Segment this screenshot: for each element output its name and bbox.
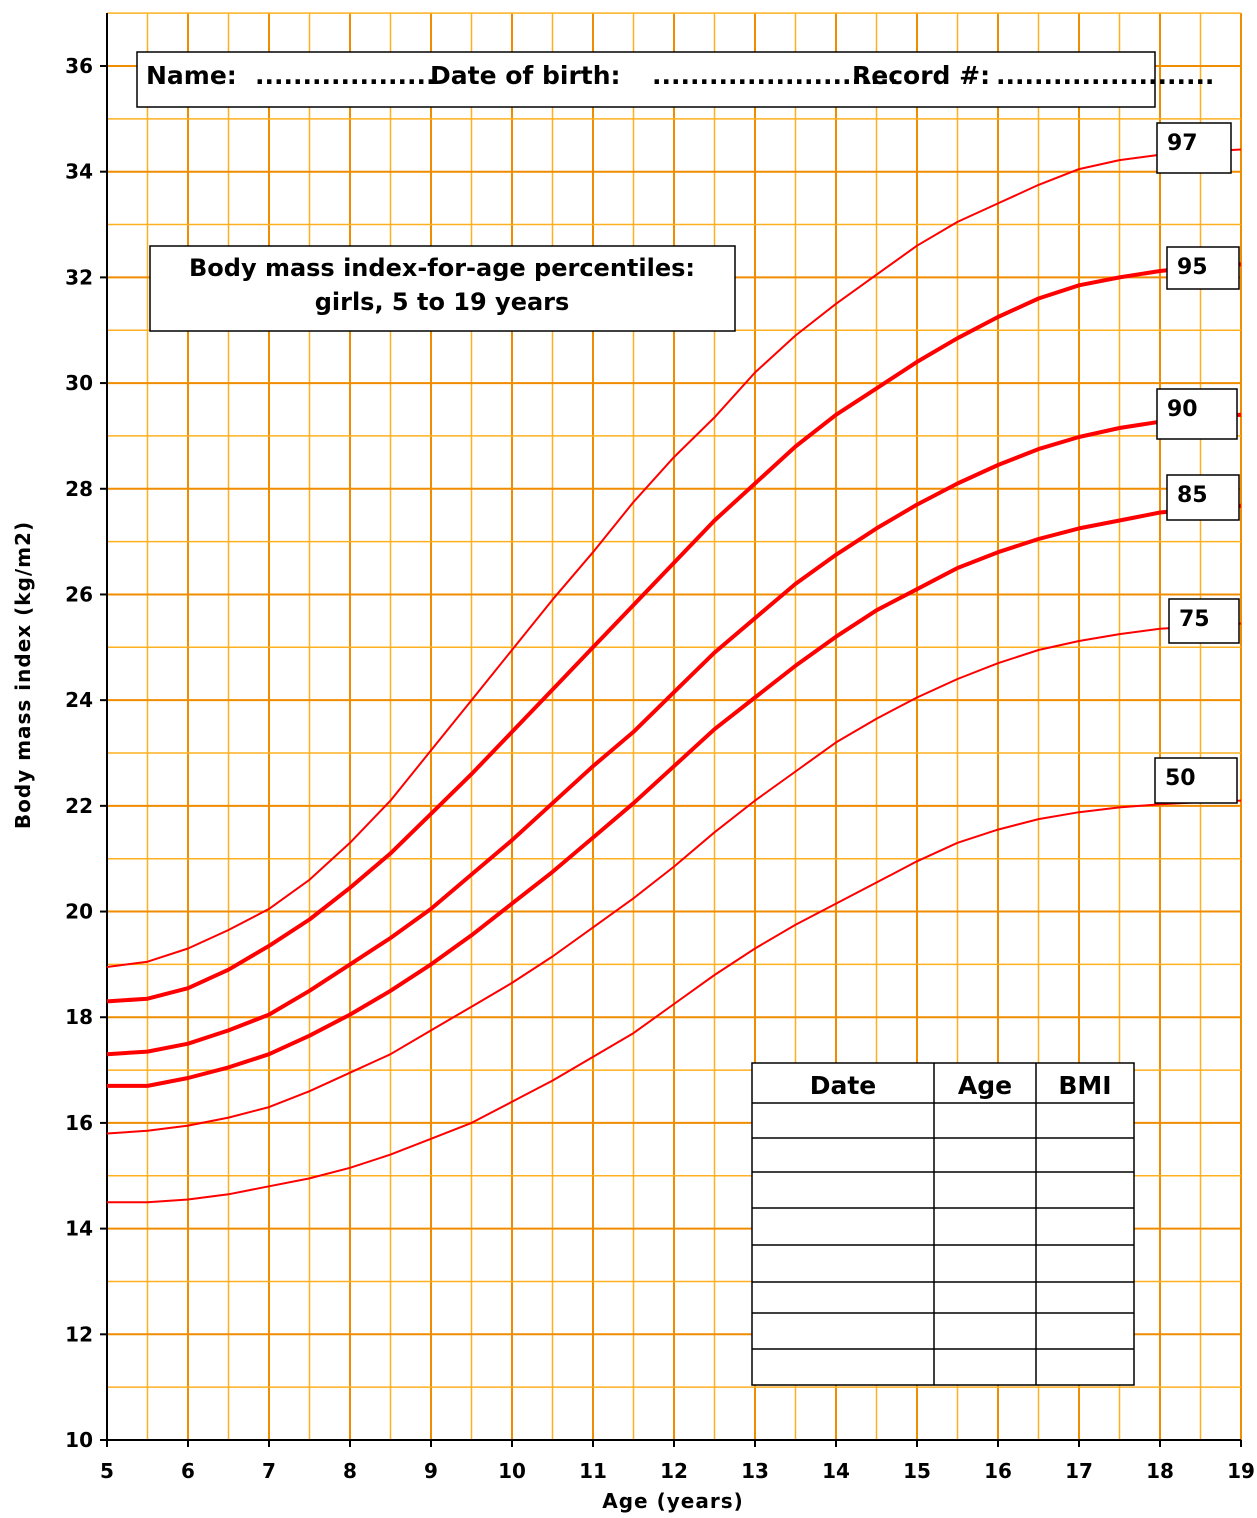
record-table-cell[interactable]: [1037, 1283, 1133, 1312]
record-table-frame: [751, 1062, 1135, 1386]
record-table-header-bmi: BMI: [1058, 1071, 1111, 1100]
y-tick-label: 36: [65, 54, 93, 78]
record-table-cell[interactable]: [753, 1314, 933, 1348]
percentile-label-95: 95: [1177, 255, 1208, 280]
date-of-birth-label: Date of birth:: [430, 61, 621, 90]
x-tick-label: 12: [660, 1459, 688, 1483]
record-table-cell[interactable]: [935, 1104, 1035, 1137]
record-table-cell[interactable]: [1037, 1209, 1133, 1244]
percentile-label-box: [1156, 388, 1238, 440]
percentile-label-97: 97: [1167, 131, 1198, 156]
record-table-cell[interactable]: [753, 1139, 933, 1171]
name-label: Name:: [146, 61, 237, 90]
record-table-cell[interactable]: [753, 1209, 933, 1244]
record-number-label: Record #:: [852, 61, 990, 90]
percentile-label-box: [1156, 122, 1232, 174]
percentile-label-50: 50: [1165, 766, 1196, 791]
patient-info-box: Name: ................... Date of birth:…: [136, 51, 1214, 108]
x-tick-label: 9: [424, 1459, 438, 1483]
y-tick-label: 34: [65, 160, 93, 184]
y-tick-label: 10: [65, 1428, 93, 1452]
x-tick-label: 7: [262, 1459, 276, 1483]
y-tick-label: 20: [65, 900, 93, 924]
y-tick-label: 32: [65, 265, 93, 289]
record-table-cell[interactable]: [935, 1209, 1035, 1244]
record-table-cell[interactable]: [1037, 1173, 1133, 1207]
record-table-cell[interactable]: [753, 1246, 933, 1281]
percentile-label-box: [1166, 474, 1240, 521]
record-table-cell[interactable]: [935, 1246, 1035, 1281]
chart-subtitle: girls, 5 to 19 years: [315, 288, 570, 316]
x-tick-label: 14: [822, 1459, 850, 1483]
record-table-cell[interactable]: [935, 1283, 1035, 1312]
record-table-header-date: Date: [810, 1071, 877, 1100]
x-tick-label: 16: [984, 1459, 1012, 1483]
percentile-curves: [106, 148, 1242, 1204]
y-tick-label: 22: [65, 794, 93, 818]
percentile-curve-90: [106, 412, 1242, 1057]
record-table-cell[interactable]: [935, 1314, 1035, 1348]
chart-title-box: Body mass index-for-age percentiles: gir…: [149, 245, 736, 332]
date-of-birth-field[interactable]: ..........................: [652, 61, 899, 90]
record-table-cell[interactable]: [935, 1139, 1035, 1171]
percentile-label-box: [1166, 246, 1240, 290]
x-tick-labels: 5 6 7 8 9 10 11 12 13 14 15 16 17 18 19: [100, 1459, 1255, 1483]
record-table-cell[interactable]: [1037, 1314, 1133, 1348]
x-tick-label: 11: [579, 1459, 607, 1483]
y-tick-label: 26: [65, 582, 93, 606]
record-number-field[interactable]: .......................: [996, 61, 1214, 90]
x-axis-title: Age (years): [602, 1489, 743, 1513]
x-tick-label: 17: [1065, 1459, 1093, 1483]
percentile-label-90: 90: [1167, 397, 1198, 422]
chart-title: Body mass index-for-age percentiles:: [189, 254, 695, 282]
record-table-header-age: Age: [958, 1071, 1012, 1100]
percentile-curve-75: [106, 622, 1242, 1135]
record-table-cell[interactable]: [935, 1173, 1035, 1207]
x-tick-label: 6: [181, 1459, 195, 1483]
record-table-cell[interactable]: [1037, 1104, 1133, 1137]
record-table-cell[interactable]: [1037, 1246, 1133, 1281]
y-tick-label: 18: [65, 1005, 93, 1029]
x-tick-label: 15: [903, 1459, 931, 1483]
y-tick-label: 28: [65, 477, 93, 501]
name-field[interactable]: ...................: [255, 61, 435, 90]
y-tick-label: 16: [65, 1111, 93, 1135]
y-tick-labels: 10 12 14 16 18 20 22 24 26 28 30 32 34 36: [65, 54, 93, 1452]
x-tick-label: 5: [100, 1459, 114, 1483]
y-tick-label: 14: [65, 1217, 93, 1241]
record-table: Date Age BMI: [751, 1062, 1135, 1386]
percentile-curve-95: [106, 262, 1242, 1004]
x-tick-label: 18: [1146, 1459, 1174, 1483]
record-table-cell[interactable]: [753, 1350, 933, 1384]
y-tick-label: 24: [65, 688, 93, 712]
percentile-curve-97: [106, 148, 1242, 968]
record-table-cell[interactable]: [753, 1104, 933, 1137]
record-table-cell[interactable]: [753, 1173, 933, 1207]
x-tick-label: 10: [498, 1459, 526, 1483]
y-tick-label: 30: [65, 371, 93, 395]
percentile-curve-50: [107, 799, 1242, 1204]
record-table-cell[interactable]: [935, 1350, 1035, 1384]
percentile-label-85: 85: [1177, 483, 1208, 508]
percentile-label-box: [1154, 757, 1238, 804]
y-tick-label: 12: [65, 1322, 93, 1346]
x-tick-label: 19: [1227, 1459, 1255, 1483]
record-table-cell[interactable]: [1037, 1139, 1133, 1171]
percentile-label-box: [1168, 598, 1240, 644]
percentile-labels: 97 95 90 85 75 50: [1154, 122, 1240, 804]
x-tick-label: 13: [741, 1459, 769, 1483]
record-table-cell[interactable]: [753, 1283, 933, 1312]
percentile-curve-85: [107, 503, 1242, 1088]
percentile-label-75: 75: [1179, 607, 1210, 632]
x-tick-label: 8: [343, 1459, 357, 1483]
record-table-cell[interactable]: [1037, 1350, 1133, 1384]
y-axis-title: Body mass index (kg/m2): [11, 521, 35, 829]
